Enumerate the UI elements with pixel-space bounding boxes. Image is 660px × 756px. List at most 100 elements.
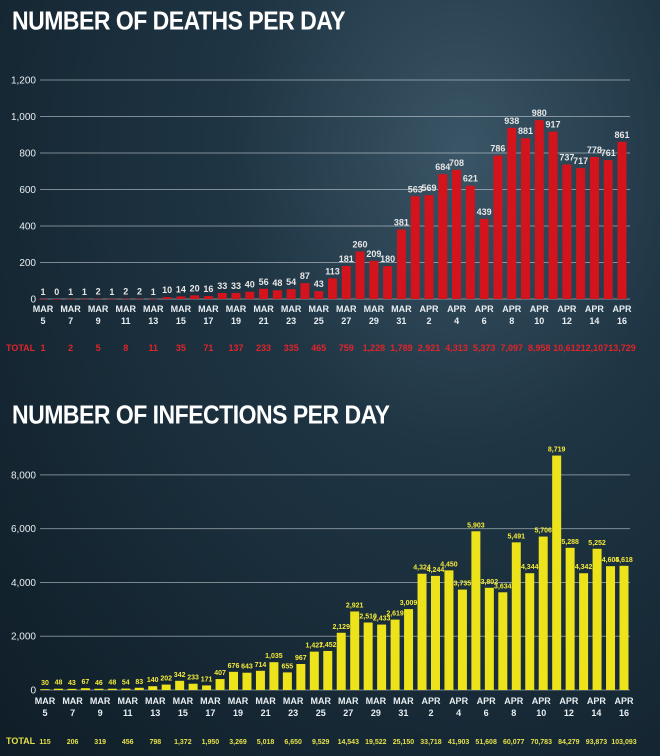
data-label: 1	[40, 287, 45, 297]
bar	[592, 548, 602, 690]
bar	[202, 685, 212, 690]
data-label: 1	[68, 287, 73, 297]
data-label: 3,634	[494, 583, 512, 590]
bar	[396, 229, 406, 299]
data-label: 4,618	[615, 557, 633, 564]
x-tick-month: APR	[477, 696, 497, 706]
data-label: 708	[449, 158, 464, 168]
total-value: 9,529	[312, 739, 330, 746]
data-label: 2,433	[373, 616, 391, 623]
bar	[457, 589, 467, 690]
total-value: 465	[311, 343, 326, 353]
y-tick-label: 4,000	[11, 578, 36, 589]
data-label: 4,342	[575, 564, 593, 571]
total-value: 51,608	[475, 739, 497, 746]
x-tick-month: APR	[587, 696, 607, 706]
x-tick-day: 12	[564, 708, 574, 718]
x-tick-day: 7	[70, 708, 75, 718]
total-value: 5,373	[473, 343, 496, 353]
bar	[484, 587, 494, 690]
bar	[121, 298, 131, 300]
total-value: 8	[123, 343, 128, 353]
total-value: 1,950	[202, 739, 220, 746]
total-value: 319	[94, 739, 106, 746]
x-tick-month: MAR	[117, 696, 138, 706]
x-tick-day: 14	[589, 316, 599, 326]
bar	[617, 141, 627, 299]
bar	[175, 680, 185, 690]
data-label: 4,324	[413, 565, 431, 572]
x-tick-month: MAR	[393, 696, 414, 706]
x-tick-month: APR	[585, 304, 605, 314]
data-label: 202	[160, 676, 172, 683]
bar	[161, 684, 171, 690]
bar	[452, 169, 462, 299]
x-tick-day: 5	[42, 708, 47, 718]
total-value: 60,077	[503, 739, 525, 746]
total-value: 19,522	[365, 739, 387, 746]
bar	[493, 155, 503, 299]
data-label: 20	[190, 283, 200, 293]
y-tick-label: 200	[19, 258, 36, 269]
data-label: 761	[601, 148, 616, 158]
x-tick-month: APR	[502, 304, 522, 314]
bar	[296, 663, 306, 690]
x-tick-day: 15	[178, 708, 188, 718]
data-label: 684	[435, 162, 450, 172]
bar	[286, 289, 296, 299]
bar	[538, 536, 548, 690]
x-tick-month: MAR	[198, 304, 219, 314]
data-label: 43	[68, 680, 76, 687]
bar	[548, 131, 558, 299]
bar	[52, 299, 62, 300]
data-label: 881	[518, 126, 533, 136]
x-tick-day: 4	[454, 316, 459, 326]
x-tick-month: MAR	[90, 696, 111, 706]
total-value: 41,903	[448, 739, 470, 746]
bar	[282, 672, 292, 690]
x-tick-day: 17	[205, 708, 215, 718]
data-label: 233	[187, 675, 199, 682]
x-tick-day: 9	[96, 316, 101, 326]
bar	[465, 185, 475, 299]
bar	[121, 688, 131, 690]
bar	[424, 195, 434, 299]
data-label: 8,719	[548, 447, 566, 454]
data-label: 717	[573, 156, 588, 166]
infections-chart-title: NUMBER OF INFECTIONS PER DAY	[12, 400, 390, 430]
bar	[272, 290, 282, 299]
data-label: 48	[108, 680, 116, 687]
total-value: 2,921	[418, 343, 441, 353]
bar	[363, 622, 373, 690]
x-tick-day: 12	[562, 316, 572, 326]
bar	[148, 298, 158, 300]
bar	[40, 689, 50, 690]
data-label: 439	[477, 207, 492, 217]
deaths-chart-title: NUMBER OF DEATHS PER DAY	[12, 6, 346, 36]
x-tick-month: MAR	[228, 696, 249, 706]
bar	[93, 298, 103, 300]
x-tick-month: APR	[449, 696, 469, 706]
y-tick-label: 400	[19, 222, 36, 233]
bar	[300, 283, 310, 299]
bar	[619, 565, 629, 690]
data-label: 2,510	[359, 614, 377, 621]
data-label: 2	[123, 287, 128, 297]
data-label: 5,288	[561, 539, 579, 546]
total-value: 7,097	[500, 343, 523, 353]
bar	[190, 295, 200, 299]
data-label: 209	[366, 249, 381, 259]
bar	[390, 619, 400, 690]
data-label: 54	[122, 680, 130, 687]
data-label: 14	[176, 284, 186, 294]
x-tick-day: 9	[98, 708, 103, 718]
x-tick-day: 23	[288, 708, 298, 718]
bar	[188, 683, 198, 690]
data-label: 5,491	[508, 533, 526, 540]
x-tick-day: 16	[619, 708, 629, 718]
data-label: 0	[54, 287, 59, 297]
bar	[66, 298, 76, 300]
bar	[562, 164, 572, 299]
total-value: 1,372	[174, 739, 192, 746]
bar	[606, 566, 616, 690]
